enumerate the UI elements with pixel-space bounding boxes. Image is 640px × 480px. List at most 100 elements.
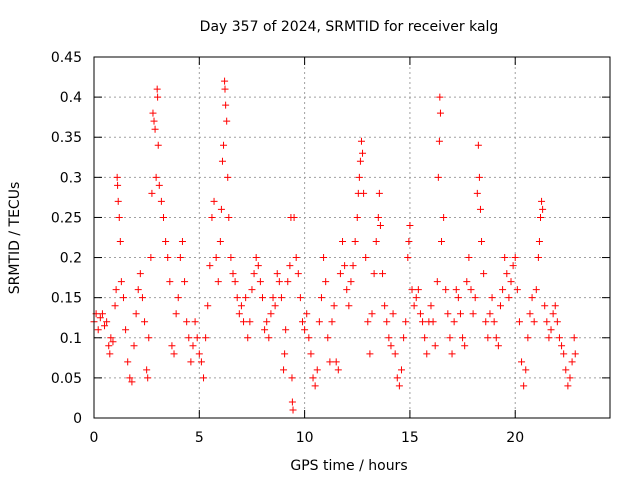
- data-point: [166, 278, 174, 286]
- y-tick-label: 0.05: [51, 371, 82, 387]
- data-point: [505, 294, 513, 302]
- data-point: [336, 270, 344, 278]
- data-point: [349, 262, 357, 270]
- data-point: [320, 254, 328, 262]
- data-point: [387, 342, 395, 350]
- data-point: [294, 270, 302, 278]
- data-point: [376, 221, 384, 229]
- data-point: [385, 334, 393, 342]
- data-point: [389, 310, 397, 318]
- data-point: [258, 294, 266, 302]
- data-point: [341, 262, 349, 270]
- x-tick-label: 20: [506, 430, 524, 446]
- data-point: [362, 254, 370, 262]
- data-point: [149, 109, 157, 117]
- data-point: [154, 141, 162, 149]
- y-tick-label: 0.15: [51, 291, 82, 307]
- data-point: [136, 270, 144, 278]
- data-point: [271, 302, 279, 310]
- data-point: [144, 374, 152, 382]
- data-point: [421, 334, 429, 342]
- data-point: [218, 157, 226, 165]
- data-point: [404, 254, 412, 262]
- data-point: [248, 286, 256, 294]
- data-point: [222, 101, 230, 109]
- data-point: [305, 334, 313, 342]
- x-axis-label: GPS time / hours: [290, 458, 407, 474]
- data-point: [296, 294, 304, 302]
- data-point: [419, 318, 427, 326]
- data-point: [117, 278, 125, 286]
- data-point: [267, 310, 275, 318]
- data-point: [292, 254, 300, 262]
- data-point: [288, 374, 296, 382]
- data-point: [212, 254, 220, 262]
- data-point: [254, 262, 262, 270]
- data-point: [122, 326, 130, 334]
- data-point: [436, 109, 444, 117]
- y-tick-label: 0: [73, 411, 82, 427]
- data-point: [204, 302, 212, 310]
- data-point: [518, 358, 526, 366]
- data-point: [152, 173, 160, 181]
- data-point: [564, 382, 572, 390]
- data-point: [566, 374, 574, 382]
- data-point: [172, 310, 180, 318]
- data-point: [94, 326, 102, 334]
- data-point: [476, 205, 484, 213]
- data-point: [391, 350, 399, 358]
- data-point: [374, 213, 382, 221]
- y-tick-label: 0.35: [51, 130, 82, 146]
- data-point: [524, 334, 532, 342]
- data-point: [231, 278, 239, 286]
- data-point: [467, 286, 475, 294]
- data-point: [128, 378, 136, 386]
- data-point: [347, 278, 355, 286]
- data-point: [461, 342, 469, 350]
- data-point: [482, 318, 490, 326]
- data-point: [134, 286, 142, 294]
- data-point: [224, 173, 232, 181]
- data-point: [555, 334, 563, 342]
- data-point: [284, 278, 292, 286]
- data-point: [414, 286, 422, 294]
- data-point: [484, 334, 492, 342]
- data-point: [436, 93, 444, 101]
- data-point: [343, 286, 351, 294]
- data-point: [366, 350, 374, 358]
- data-point: [301, 326, 309, 334]
- data-point: [244, 334, 252, 342]
- data-point: [328, 318, 336, 326]
- data-point: [541, 302, 549, 310]
- data-point: [313, 366, 321, 374]
- data-point: [96, 314, 104, 322]
- data-point: [433, 278, 441, 286]
- data-point: [138, 294, 146, 302]
- data-point: [368, 310, 376, 318]
- data-point: [168, 342, 176, 350]
- data-point: [474, 141, 482, 149]
- data-point: [383, 318, 391, 326]
- data-point: [130, 342, 138, 350]
- data-point: [187, 358, 195, 366]
- data-point: [322, 278, 330, 286]
- data-point: [164, 254, 172, 262]
- data-point: [452, 286, 460, 294]
- data-point: [221, 77, 229, 85]
- data-point: [431, 342, 439, 350]
- data-point: [217, 205, 225, 213]
- data-point: [256, 278, 264, 286]
- data-point: [195, 350, 203, 358]
- data-point: [558, 342, 566, 350]
- data-point: [237, 302, 245, 310]
- data-point: [109, 338, 117, 346]
- data-point: [176, 254, 184, 262]
- data-point: [98, 310, 106, 318]
- data-point: [503, 270, 511, 278]
- data-point: [446, 334, 454, 342]
- data-point: [475, 173, 483, 181]
- data-point: [469, 310, 477, 318]
- data-point: [282, 326, 290, 334]
- data-point: [381, 302, 389, 310]
- data-point: [261, 326, 269, 334]
